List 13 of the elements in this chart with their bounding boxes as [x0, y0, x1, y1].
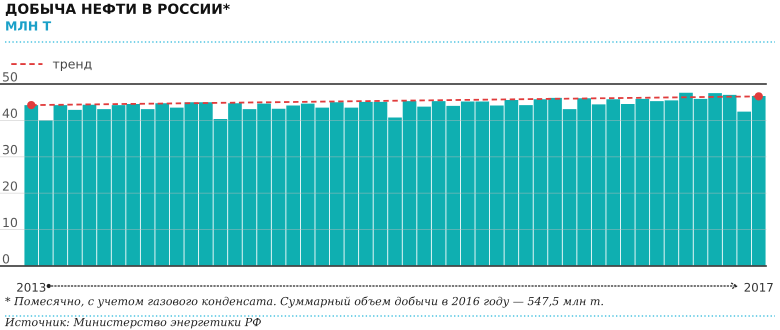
chart-subtitle: МЛН Т	[6, 21, 52, 30]
x-tick-label: 2013	[17, 282, 46, 292]
y-tick-label: 0	[2, 254, 10, 264]
y-tick-label: 30	[2, 144, 18, 154]
legend-label: тренд	[52, 61, 92, 72]
y-tick-label: 10	[3, 218, 18, 228]
text: * Помесячно, с учетом газового конденсата. Суммарный объем добычи в 2016 году — 547,5 млн т.	[5, 296, 603, 308]
y-tick-label: 20	[2, 181, 18, 191]
x-tick-label: 2017	[744, 282, 773, 292]
y-tick-label: 40	[2, 108, 18, 118]
text: Источник: Министерство энергетики РФ	[4, 318, 261, 328]
y-tick-label: 50	[2, 72, 18, 82]
chart-title: ДОБЫЧА НЕФТИ В РОССИИ*	[6, 4, 230, 16]
